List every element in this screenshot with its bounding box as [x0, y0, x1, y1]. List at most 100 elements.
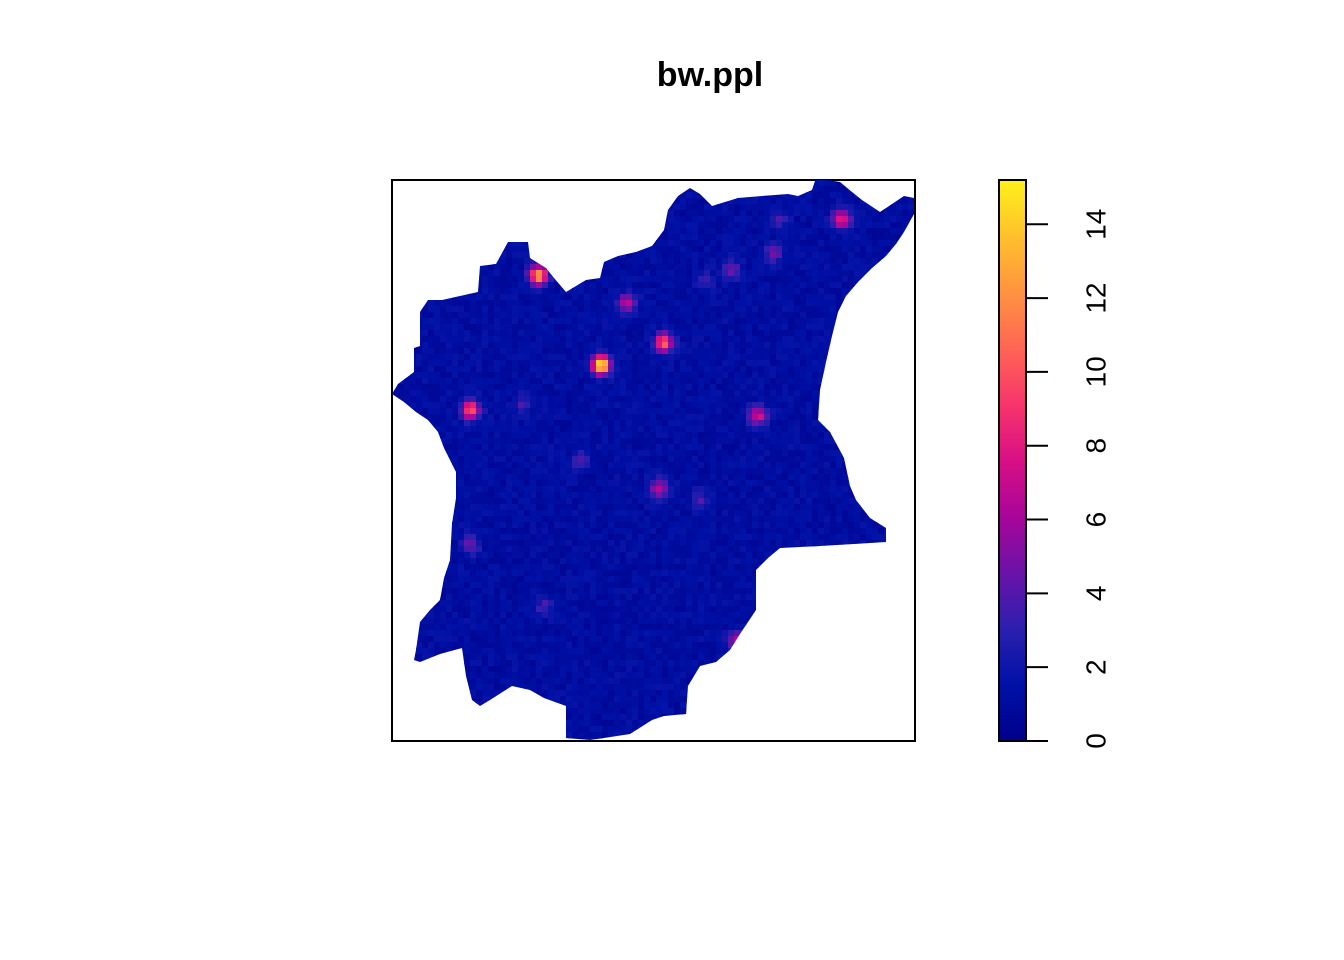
- heatmap-cell: [800, 504, 807, 511]
- heatmap-cell: [872, 426, 879, 433]
- heatmap-cell: [794, 516, 801, 523]
- heatmap-cell: [776, 474, 783, 481]
- heatmap-cell: [416, 486, 423, 493]
- heatmap-cell: [644, 516, 651, 523]
- heatmap-cell: [566, 498, 573, 505]
- heatmap-cell: [776, 396, 783, 403]
- heatmap-cell: [494, 402, 501, 409]
- heatmap-cell: [776, 198, 783, 205]
- heatmap-cell: [722, 480, 729, 487]
- heatmap-cell: [644, 306, 651, 313]
- heatmap-cell: [764, 498, 771, 505]
- heatmap-cell: [662, 498, 669, 505]
- heatmap-cell: [800, 192, 807, 199]
- heatmap-cell: [698, 306, 705, 313]
- heatmap-cell: [494, 264, 501, 271]
- heatmap-cell: [422, 270, 429, 277]
- heatmap-cell: [632, 354, 639, 361]
- heatmap-cell: [530, 462, 537, 469]
- heatmap-cell: [686, 342, 693, 349]
- heatmap-cell: [506, 384, 513, 391]
- heatmap-cell: [734, 342, 741, 349]
- heatmap-cell: [500, 486, 507, 493]
- heatmap-cell: [482, 198, 489, 205]
- heatmap-cell: [548, 222, 555, 229]
- heatmap-cell: [470, 414, 477, 421]
- heatmap-cell: [848, 288, 855, 295]
- heatmap-cell: [482, 234, 489, 241]
- heatmap-cell: [740, 210, 747, 217]
- heatmap-cell: [626, 516, 633, 523]
- heatmap-cell: [806, 198, 813, 205]
- heatmap-cell: [596, 348, 603, 355]
- heatmap-cell: [740, 276, 747, 283]
- heatmap-cell: [806, 222, 813, 229]
- heatmap-cell: [452, 414, 459, 421]
- heatmap-cell: [698, 186, 705, 193]
- heatmap-cell: [578, 468, 585, 475]
- heatmap-cell: [866, 216, 873, 223]
- heatmap-cell: [728, 504, 735, 511]
- heatmap-cell: [644, 324, 651, 331]
- heatmap-cell: [710, 318, 717, 325]
- heatmap-cell: [842, 492, 849, 499]
- heatmap-cell: [464, 372, 471, 379]
- heatmap-cell: [554, 252, 561, 259]
- heatmap-cell: [626, 396, 633, 403]
- heatmap-cell: [812, 216, 819, 223]
- heatmap-cell: [536, 516, 543, 523]
- heatmap-cell: [494, 348, 501, 355]
- heatmap-cell: [596, 378, 603, 385]
- heatmap-cell: [890, 210, 897, 217]
- heatmap-cell: [752, 306, 759, 313]
- heatmap-cell: [854, 204, 861, 211]
- heatmap-cell: [536, 318, 543, 325]
- heatmap-cell: [656, 276, 663, 283]
- heatmap-cell: [716, 294, 723, 301]
- heatmap-cell: [422, 252, 429, 259]
- heatmap-cell: [542, 360, 549, 367]
- heatmap-cell: [602, 198, 609, 205]
- heatmap-cell: [866, 432, 873, 439]
- heatmap-cell: [416, 498, 423, 505]
- heatmap-cell: [584, 336, 591, 343]
- heatmap-cell: [842, 396, 849, 403]
- heatmap-cell: [824, 426, 831, 433]
- heatmap-cell: [728, 204, 735, 211]
- heatmap-cell: [896, 270, 903, 277]
- heatmap-cell: [518, 360, 525, 367]
- heatmap-cell: [830, 192, 837, 199]
- heatmap-cell: [584, 360, 591, 367]
- heatmap-cell: [602, 318, 609, 325]
- heatmap-cell: [530, 492, 537, 499]
- heatmap-cell: [668, 300, 675, 307]
- heatmap-cell: [878, 282, 885, 289]
- heatmap-cell: [872, 450, 879, 457]
- heatmap-cell: [464, 270, 471, 277]
- heatmap-cell: [428, 312, 435, 319]
- heatmap-cell: [860, 186, 867, 193]
- heatmap-cell: [416, 276, 423, 283]
- heatmap-cell: [698, 282, 705, 289]
- heatmap-cell: [458, 264, 465, 271]
- heatmap-cell: [662, 234, 669, 241]
- heatmap-cell: [404, 258, 411, 265]
- heatmap-cell: [524, 492, 531, 499]
- heatmap-cell: [644, 342, 651, 349]
- heatmap-cell: [722, 504, 729, 511]
- heatmap-cell: [638, 414, 645, 421]
- heatmap-cell: [752, 510, 759, 517]
- heatmap-cell: [632, 336, 639, 343]
- heatmap-cell: [776, 402, 783, 409]
- heatmap-cell: [542, 348, 549, 355]
- heatmap-cell: [758, 360, 765, 367]
- heatmap-cell: [488, 336, 495, 343]
- heatmap-cell: [578, 222, 585, 229]
- heatmap-cell: [566, 420, 573, 427]
- heatmap-cell: [620, 324, 627, 331]
- heatmap-cell: [890, 396, 897, 403]
- heatmap-cell: [746, 300, 753, 307]
- heatmap-cell: [500, 264, 507, 271]
- heatmap-cell: [650, 216, 657, 223]
- heatmap-cell: [782, 420, 789, 427]
